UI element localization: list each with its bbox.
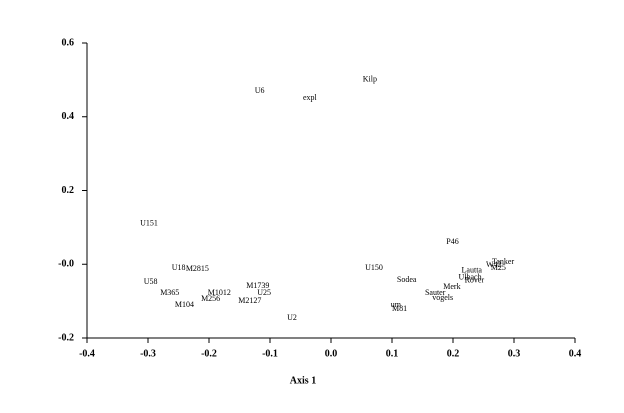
x-tick-label: 0.0 (325, 348, 338, 359)
point-label: Rover (465, 276, 485, 285)
point-label: U6 (255, 86, 265, 95)
x-tick-label: 0.3 (508, 348, 521, 359)
point-label: M256 (201, 294, 220, 303)
x-tick-label: -0.4 (79, 348, 95, 359)
point-label: U58 (144, 277, 158, 286)
point-label: Ulbach (458, 273, 481, 282)
point-label: M104 (175, 300, 194, 309)
point-label: Tanker (492, 257, 514, 266)
x-tick-label: -0.3 (140, 348, 156, 359)
x-tick-label: 0.4 (569, 348, 582, 359)
point-label: U18 (172, 263, 186, 272)
point-label: Lautta (462, 266, 483, 275)
point-label: M2127 (238, 296, 261, 305)
x-tick-label: -0.2 (201, 348, 217, 359)
x-tick-label: 0.1 (386, 348, 399, 359)
y-tick-label: -0.2 (58, 332, 74, 343)
point-label: M81 (392, 304, 407, 313)
y-tick-label: 0.2 (62, 185, 75, 196)
point-label: M1739 (246, 281, 269, 290)
point-label: vogels (432, 293, 453, 302)
point-label: um (391, 300, 402, 309)
y-tick-label: 0.6 (62, 37, 75, 48)
point-label: P46 (446, 237, 458, 246)
point-label: M25 (491, 263, 506, 272)
point-label: Sodea (397, 275, 417, 284)
y-tick-label: 0.4 (62, 111, 75, 122)
x-tick-label: 0.2 (447, 348, 460, 359)
point-label: M365 (160, 288, 179, 297)
point-label: U25 (257, 288, 271, 297)
point-label: U151 (140, 219, 158, 228)
point-label: M1012 (208, 288, 231, 297)
point-label: Sauter (425, 288, 446, 297)
point-label: W42 (486, 260, 502, 269)
point-label: Merk (443, 282, 460, 291)
x-tick-label: -0.1 (262, 348, 278, 359)
point-label: Kilp (363, 75, 377, 84)
point-label: expl (303, 93, 318, 102)
x-axis-label: Axis 1 (290, 375, 316, 386)
point-label: U150 (365, 263, 383, 272)
point-label: M2815 (186, 264, 209, 273)
point-label: U2 (287, 313, 297, 322)
y-tick-label: -0.0 (58, 259, 74, 270)
